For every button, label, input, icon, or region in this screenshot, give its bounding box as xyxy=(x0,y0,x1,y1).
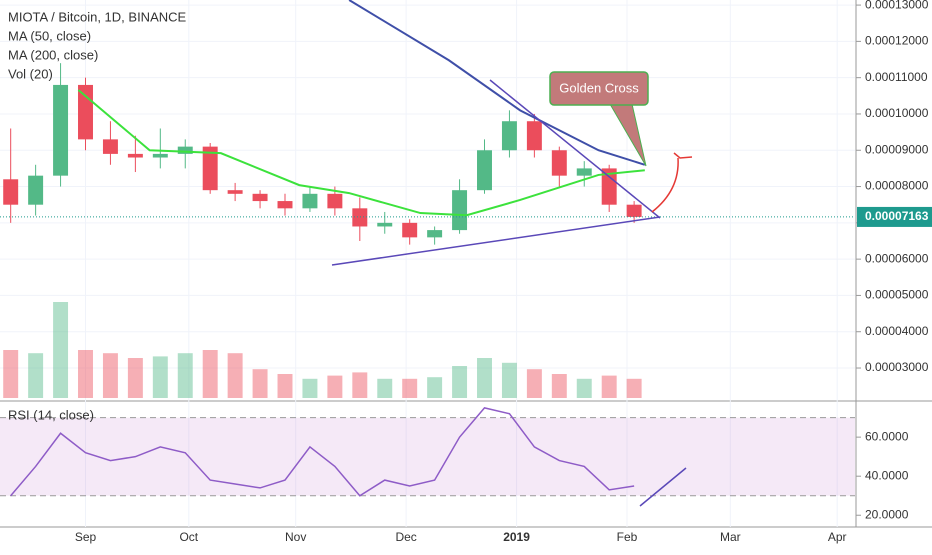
volume-bar xyxy=(352,372,368,398)
candle-body xyxy=(252,193,268,202)
volume-bar xyxy=(327,375,343,398)
volume-bar xyxy=(477,358,492,398)
volume-bar xyxy=(427,377,443,398)
trend-line xyxy=(331,216,661,266)
volume-bar xyxy=(102,353,118,398)
volume-bar xyxy=(626,378,642,398)
last-price-label: 0.00007163 xyxy=(865,209,929,223)
x-tick-label: Oct xyxy=(179,530,198,544)
candle-body xyxy=(3,179,19,205)
y-tick-label: 60.0000 xyxy=(865,429,909,443)
volume-bar xyxy=(277,374,293,398)
candle-body xyxy=(601,168,617,205)
x-tick-label: Nov xyxy=(285,530,306,544)
volume-bar xyxy=(3,350,19,398)
x-tick-label: Feb xyxy=(617,530,638,544)
legend-entry: MA (50, close) xyxy=(8,28,91,43)
arrow xyxy=(651,157,679,213)
legend-title: MIOTA / Bitcoin, 1D, BINANCE xyxy=(8,9,187,24)
y-tick-label: 0.00009000 xyxy=(865,142,929,156)
volume-bar xyxy=(377,378,393,398)
volume-bar xyxy=(601,375,617,398)
legend-entry: RSI (14, close) xyxy=(8,407,94,422)
rsi-line xyxy=(10,407,635,497)
arrow-head xyxy=(673,152,693,159)
volume-bar xyxy=(252,369,268,398)
y-tick-label: 20.0000 xyxy=(865,507,909,521)
candle-body xyxy=(177,146,193,154)
candle-body xyxy=(402,222,418,238)
trend-line xyxy=(639,467,687,507)
y-tick-label: 0.00010000 xyxy=(865,106,929,120)
callout-box xyxy=(549,71,649,106)
candle-body xyxy=(626,204,642,217)
candle-body xyxy=(576,168,592,176)
volume-bar xyxy=(152,356,168,398)
candle-body xyxy=(28,175,44,205)
candle-body xyxy=(78,84,93,140)
candle-body xyxy=(327,193,343,209)
candle-body xyxy=(352,208,368,227)
y-tick-label: 0.00004000 xyxy=(865,324,929,338)
x-tick-label: Dec xyxy=(395,530,416,544)
volume-bar xyxy=(576,378,592,398)
candle-body xyxy=(202,146,218,191)
x-tick-label: Mar xyxy=(720,530,741,544)
candle-body xyxy=(452,190,468,231)
legend-entry: MA (200, close) xyxy=(8,47,98,62)
volume-bar xyxy=(302,378,318,398)
y-tick-label: 0.00006000 xyxy=(865,251,929,265)
volume-bar xyxy=(402,378,418,398)
candle-body xyxy=(102,139,118,154)
moving-average xyxy=(348,0,646,166)
volume-bar xyxy=(28,353,44,398)
candle-body xyxy=(477,150,492,191)
legend-entry: Vol (20) xyxy=(8,66,53,81)
y-tick-label: 0.00003000 xyxy=(865,360,929,374)
candle-body xyxy=(53,84,69,176)
volume-bar xyxy=(526,369,542,398)
callout-text: Golden Cross xyxy=(559,80,639,95)
candle-body xyxy=(152,153,168,158)
last-price-box xyxy=(857,206,932,227)
candle-body xyxy=(127,153,143,158)
volume-bar xyxy=(127,358,143,398)
candle-body xyxy=(427,230,443,238)
volume-bar xyxy=(78,350,93,398)
volume-bar xyxy=(53,302,69,398)
volume-bar xyxy=(501,362,517,398)
candle-body xyxy=(501,121,517,151)
y-tick-label: 0.00011000 xyxy=(865,70,928,84)
candle-body xyxy=(526,121,542,151)
rsi-band xyxy=(0,417,855,496)
candle-body xyxy=(227,190,243,194)
candle-body xyxy=(277,201,293,209)
y-tick-label: 0.00012000 xyxy=(865,34,929,48)
x-tick-label: Sep xyxy=(75,530,97,544)
y-tick-label: 0.00013000 xyxy=(865,0,929,11)
y-tick-label: 0.00008000 xyxy=(865,179,929,193)
trend-line xyxy=(489,79,661,219)
volume-bar xyxy=(551,374,567,398)
volume-bar xyxy=(177,353,193,398)
candle-body xyxy=(551,150,567,176)
candle-body xyxy=(377,222,393,227)
volume-bar xyxy=(227,353,243,398)
candle-body xyxy=(302,193,318,209)
x-tick-label: Apr xyxy=(828,530,847,544)
y-tick-label: 0.00005000 xyxy=(865,288,929,302)
volume-bar xyxy=(452,366,468,398)
moving-average xyxy=(77,89,645,217)
y-tick-label: 40.0000 xyxy=(865,468,909,482)
layer xyxy=(0,0,861,527)
x-tick-label: 2019 xyxy=(503,530,530,544)
volume-bar xyxy=(202,350,218,398)
